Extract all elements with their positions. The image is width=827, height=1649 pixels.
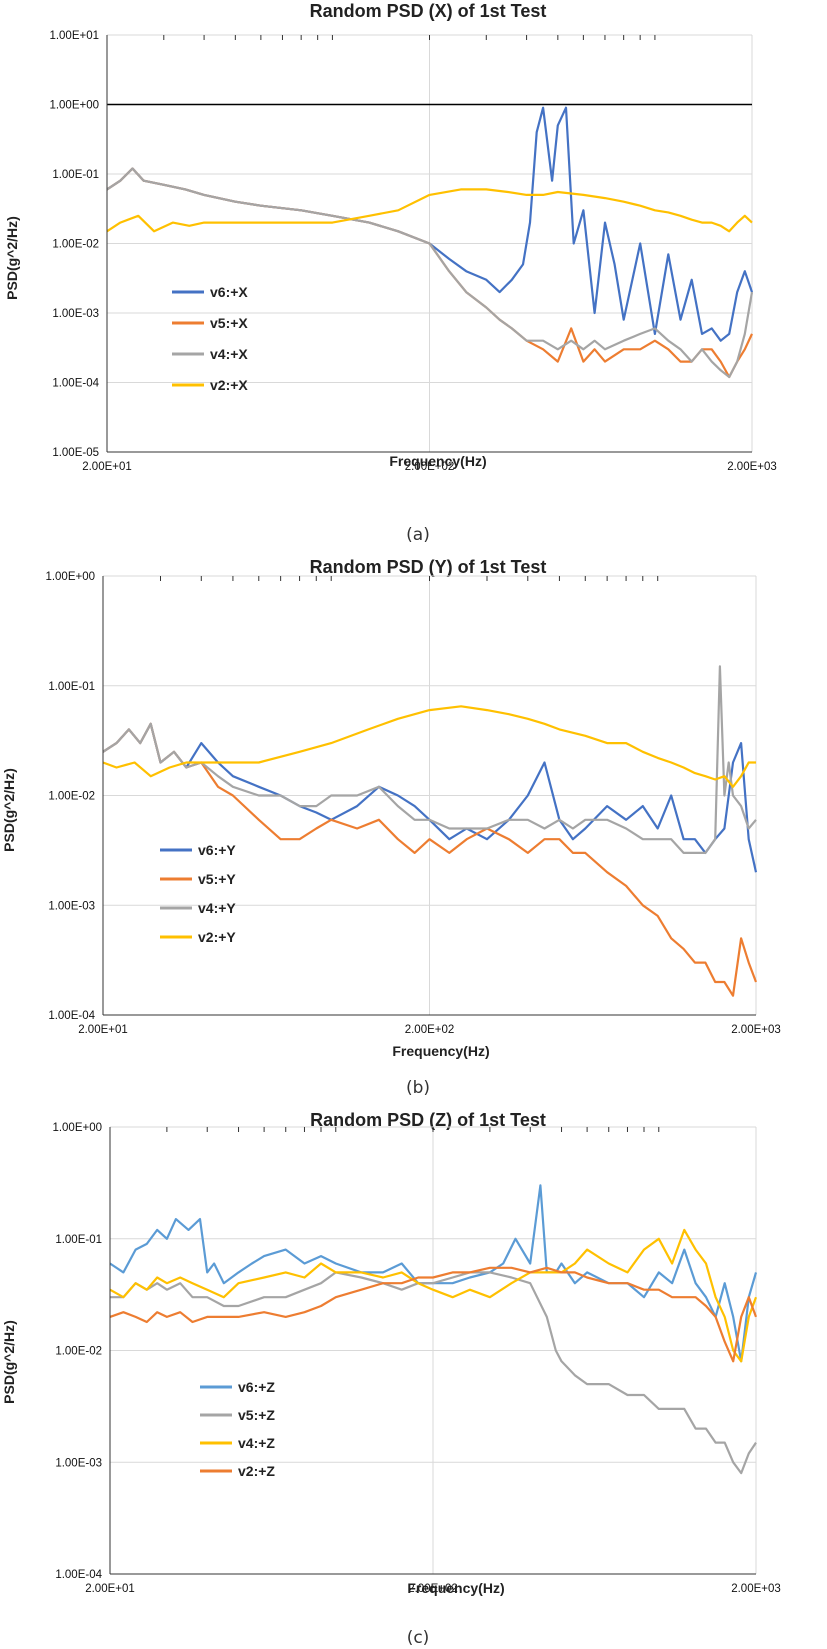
series-line-v4x <box>106 167 754 379</box>
y-tick-labels: 1.00E-04 1.00E-03 1.00E-02 1.00E-01 1.00E+00 <box>45 571 95 1022</box>
x-tick-labels: 2.00E+01 2.00E+02 2.00E+03 <box>78 1024 781 1036</box>
x-tick-label: 2.00E+03 <box>731 1024 781 1036</box>
grid <box>102 575 757 1016</box>
y-tick-labels: 1.00E-05 1.00E-04 1.00E-03 1.00E-02 1.00E-01… <box>49 30 99 459</box>
series-line-v4y <box>102 665 757 854</box>
series-line-v6z <box>109 1184 758 1363</box>
legend-label: v4:+Z <box>238 1435 275 1451</box>
x-axis-label: Frequency(Hz) <box>389 453 486 469</box>
y-tick-label: 1.00E-03 <box>48 900 95 912</box>
y-tick-label: 1.00E+00 <box>49 100 99 112</box>
y-tick-label: 1.00E-01 <box>52 169 99 181</box>
legend-item: v4:+Z <box>200 1435 275 1451</box>
x-tick-label: 2.00E+02 <box>405 1024 455 1036</box>
legend-label: v6:+Z <box>238 1379 275 1395</box>
legend-item: v5:+Z <box>200 1407 275 1423</box>
legend-label: v5:+X <box>210 315 248 331</box>
legend-label: v5:+Y <box>198 871 236 887</box>
x-tick-label: 2.00E+02 <box>408 1583 458 1595</box>
x-axis-label: Frequency(Hz) <box>407 1580 504 1596</box>
y-tick-label: 1.00E+00 <box>45 571 95 583</box>
legend-item: v5:+Y <box>160 871 236 887</box>
x-tick-labels: 2.00E+01 2.00E+02 2.00E+03 <box>82 461 777 473</box>
chart-panel-a: Random PSD (X) of 1st Test PSD(g^2/Hz) 1… <box>4 1 777 545</box>
legend-item: v2:+X <box>172 377 248 393</box>
legend-item: v5:+X <box>172 315 248 331</box>
x-axis-label: Frequency(Hz) <box>392 1043 489 1059</box>
chart-title: Random PSD (Y) of 1st Test <box>310 557 547 577</box>
x-tick-label: 2.00E+01 <box>82 461 132 473</box>
axes <box>102 576 756 1016</box>
axes <box>106 35 752 453</box>
legend-item: v6:+X <box>172 284 248 300</box>
y-axis-label: PSD(g^2/Hz) <box>1 1320 17 1404</box>
y-axis-label: PSD(g^2/Hz) <box>1 768 17 852</box>
legend-label: v2:+Z <box>238 1463 275 1479</box>
plot-area <box>106 106 754 379</box>
y-tick-label: 1.00E-02 <box>55 1346 102 1358</box>
y-tick-label: 1.00E-03 <box>55 1457 102 1469</box>
axes <box>109 1127 756 1575</box>
x-tick-label: 2.00E+01 <box>78 1024 128 1036</box>
plot-area <box>102 665 758 997</box>
chart-title: Random PSD (X) of 1st Test <box>310 1 547 21</box>
caption: (c) <box>407 1628 430 1648</box>
y-tick-label: 1.00E-01 <box>55 1234 102 1246</box>
chart-panel-b: Random PSD (Y) of 1st Test PSD(g^2/Hz) 1… <box>1 557 781 1098</box>
legend-label: v4:+Y <box>198 900 236 916</box>
chart-panel-c: Random PSD (Z) of 1st Test PSD(g^2/Hz) 1… <box>1 1110 781 1648</box>
y-tick-label: 1.00E-04 <box>55 1569 102 1581</box>
legend-label: v6:+Y <box>198 842 236 858</box>
legend-item: v2:+Z <box>200 1463 275 1479</box>
legend-item: v6:+Z <box>200 1379 275 1395</box>
legend-item: v4:+X <box>172 346 248 362</box>
legend: v6:+X v5:+X v4:+X v2:+X <box>172 284 248 393</box>
legend-label: v4:+X <box>210 346 248 362</box>
y-tick-label: 1.00E-01 <box>48 681 95 693</box>
plot-area <box>109 1184 758 1475</box>
x-tick-label: 2.00E+03 <box>731 1583 781 1595</box>
legend-label: v5:+Z <box>238 1407 275 1423</box>
y-tick-label: 1.00E-02 <box>52 239 99 251</box>
x-tick-label: 2.00E+01 <box>85 1583 135 1595</box>
y-tick-labels: 1.00E-04 1.00E-03 1.00E-02 1.00E-01 1.00E+00 <box>52 1122 102 1581</box>
y-axis-label-group: PSD(g^2/Hz) <box>1 1320 17 1404</box>
legend-label: v6:+X <box>210 284 248 300</box>
series-line-v2z <box>109 1266 758 1363</box>
y-tick-label: 1.00E+00 <box>52 1122 102 1134</box>
series-line-v2y <box>102 705 756 788</box>
series-line-v2x <box>106 188 753 233</box>
y-tick-label: 1.00E-03 <box>52 308 99 320</box>
y-tick-label: 1.00E+01 <box>49 30 99 42</box>
caption: (a) <box>406 525 430 545</box>
legend-item: v6:+Y <box>160 842 236 858</box>
legend-label: v2:+Y <box>198 929 236 945</box>
legend-item: v2:+Y <box>160 929 236 945</box>
legend: v6:+Z v5:+Z v4:+Z v2:+Z <box>200 1379 275 1479</box>
series-line-v4z <box>109 1228 758 1363</box>
legend: v6:+Y v5:+Y v4:+Y v2:+Y <box>160 842 236 945</box>
x-tick-labels: 2.00E+01 2.00E+02 2.00E+03 <box>85 1583 781 1595</box>
legend-label: v2:+X <box>210 377 248 393</box>
legend-item: v4:+Y <box>160 900 236 916</box>
y-tick-label: 1.00E-04 <box>48 1010 95 1022</box>
x-tick-label: 2.00E+03 <box>727 461 777 473</box>
y-tick-label: 1.00E-02 <box>48 791 95 803</box>
y-axis-label-group: PSD(g^2/Hz) <box>1 768 17 852</box>
y-tick-label: 1.00E-04 <box>52 378 99 390</box>
y-axis-label: PSD(g^2/Hz) <box>4 216 20 300</box>
x-tick-label: 2.00E+02 <box>405 461 455 473</box>
y-axis-label-group: PSD(g^2/Hz) <box>4 216 20 300</box>
y-tick-label: 1.00E-05 <box>52 447 99 459</box>
caption: (b) <box>406 1078 430 1098</box>
chart-title: Random PSD (Z) of 1st Test <box>310 1110 546 1130</box>
grid <box>109 1126 757 1575</box>
